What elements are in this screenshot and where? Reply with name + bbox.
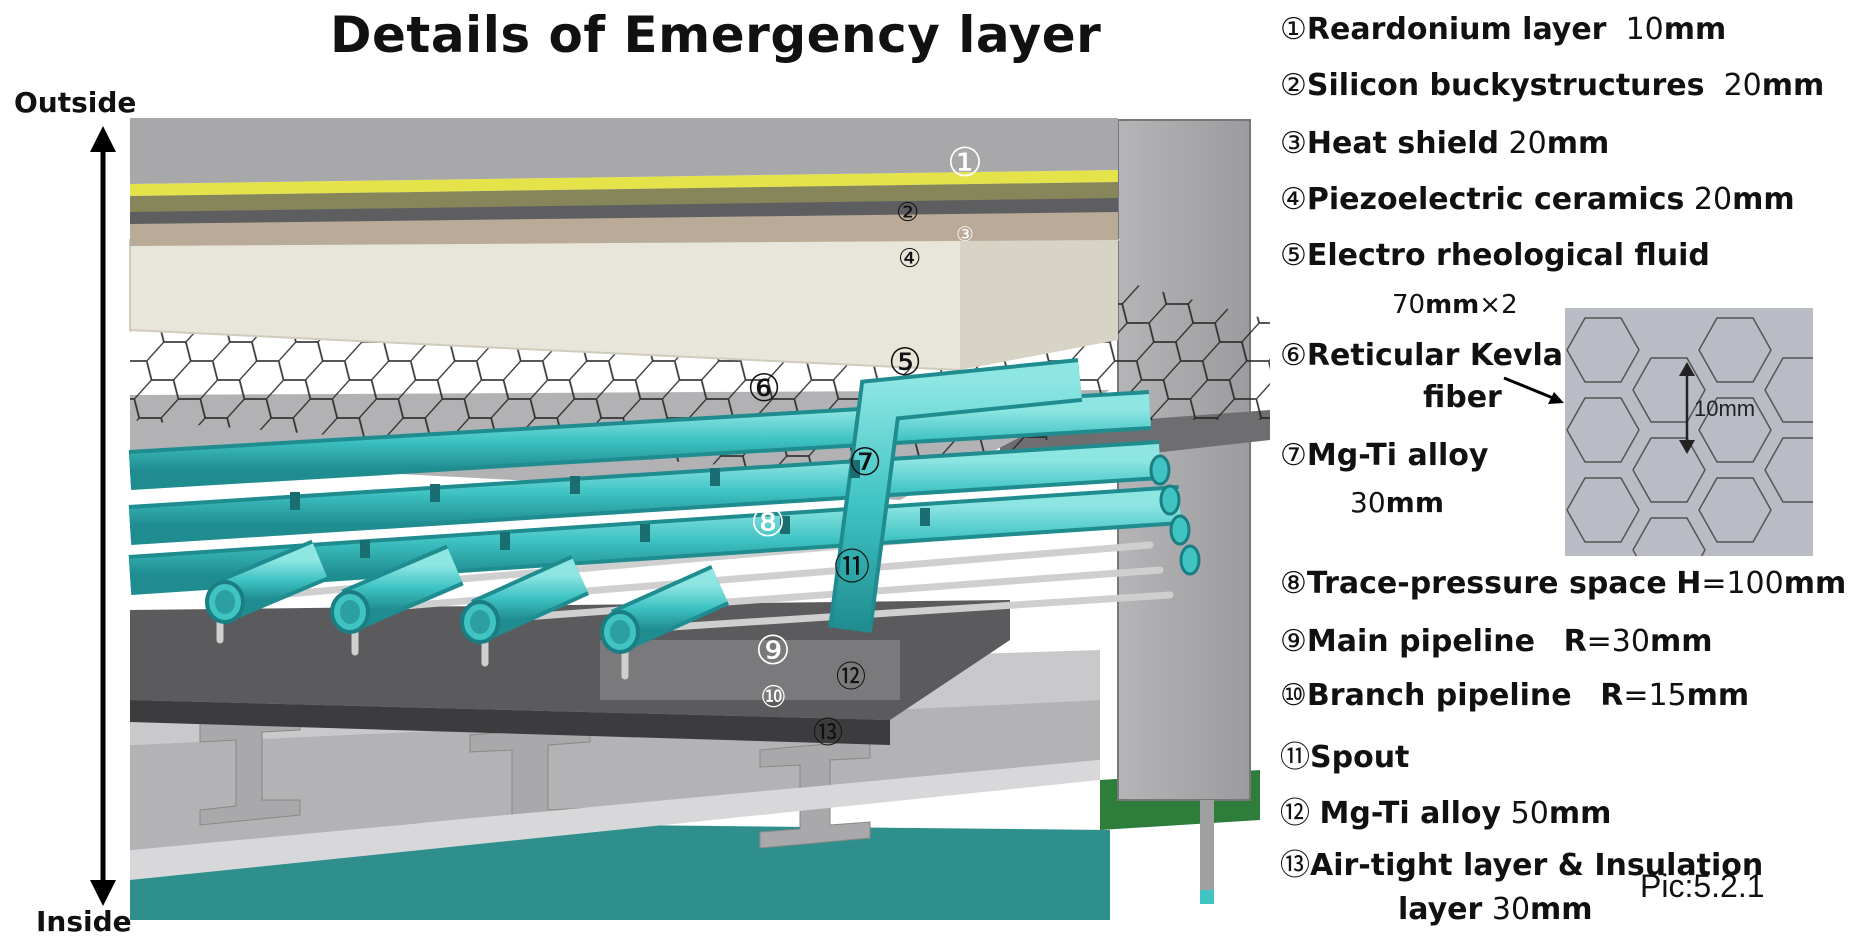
emergency-layer-scene [90, 118, 1270, 920]
marker-5: ⑤ [888, 340, 923, 384]
outside-label: Outside [14, 86, 137, 119]
reardonium-layer [130, 118, 1118, 184]
vertical-axis-arrow [90, 126, 116, 906]
marker-10: ⑩ [760, 680, 787, 715]
marker-13: ⑬ [813, 716, 843, 751]
heat-shield-layer [130, 196, 1118, 224]
legend-item-5: ⑤Electro rheological fluid [1280, 238, 1710, 273]
marker-4: ④ [898, 244, 922, 274]
legend-item-3: ③Heat shield 20mm [1280, 126, 1610, 161]
marker-1: ① [947, 140, 983, 186]
fluid-layer-side [960, 240, 1118, 370]
legend-item-7: ⑦Mg-Ti alloy [1280, 438, 1489, 473]
legend-item-9: ⑨Main pipeline R=30mm [1280, 624, 1713, 659]
legend-item-13: ⑬Air-tight layer & Insulation [1280, 848, 1764, 883]
marker-3: ③ [956, 222, 974, 246]
marker-9: ⑨ [755, 628, 791, 674]
legend-item-7-value: 30mm [1350, 486, 1444, 519]
inside-label: Inside [36, 905, 132, 938]
legend-item-6: ⑥Reticular Kevlar [1280, 338, 1578, 373]
diagram-title: Details of Emergency layer [330, 6, 1102, 64]
inset-dimension-label: 10mm [1694, 396, 1756, 421]
legend-item-12: ⑫ Mg-Ti alloy 50mm [1280, 796, 1612, 831]
legend-item-10: ⑩Branch pipeline R=15mm [1280, 678, 1750, 713]
legend-item-13-line2: layer 30mm [1398, 892, 1593, 927]
marker-12: ⑫ [836, 660, 866, 695]
legend-item-11: ⑪Spout [1280, 740, 1410, 775]
marker-6: ⑥ [747, 366, 782, 410]
marker-7: ⑦ [848, 440, 883, 484]
mg-ti-alloy-bottom-face [600, 640, 900, 700]
marker-2: ② [896, 198, 920, 228]
marker-11: ⑪ [834, 547, 871, 588]
silicon-layer-edge [130, 182, 1118, 212]
picture-number-label: Pic:5.2.1 [1640, 868, 1765, 904]
marker-8: ⑧ [750, 500, 786, 546]
legend-item-2: ②Silicon buckystructures 20mm [1280, 68, 1825, 103]
kevlar-pointer-arrow [1503, 376, 1564, 404]
right-wall-pillar [1200, 800, 1214, 900]
silicon-buckystructure-layer [130, 170, 1118, 196]
airtight-insulation-layer [130, 700, 890, 745]
legend-item-6-line2: fiber [1423, 380, 1502, 415]
right-pillar-foot [1200, 890, 1214, 904]
pipeline-network [128, 358, 1201, 680]
legend-item-1: ①Reardonium layer 10mm [1280, 12, 1727, 47]
legend-item-5-value: 70mm×2 [1392, 290, 1518, 320]
kevlar-hex-inset [1565, 308, 1813, 556]
legend-item-8: ⑧Trace-pressure space H=100mm [1280, 566, 1847, 601]
legend-item-4: ④Piezoelectric ceramics 20mm [1280, 182, 1795, 217]
